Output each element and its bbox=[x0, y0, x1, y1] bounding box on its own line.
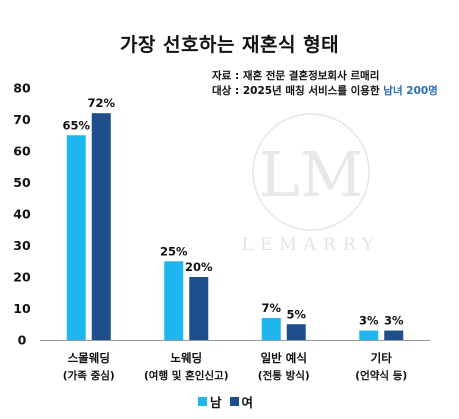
y-axis: 0 10 20 30 40 50 60 70 80 bbox=[13, 81, 31, 348]
bar-female bbox=[91, 113, 111, 340]
target-note-prefix: 대상 : 2025년 매칭 서비스를 이용한 bbox=[212, 85, 384, 97]
data-label: 3% bbox=[384, 314, 404, 328]
bar-male bbox=[261, 317, 281, 340]
x-tick-label: 기타 bbox=[371, 351, 393, 365]
legend-swatch-female bbox=[229, 397, 239, 406]
y-tick-label: 30 bbox=[13, 238, 31, 253]
bar-male bbox=[164, 261, 184, 340]
x-tick-label: 노웨딩 bbox=[170, 351, 202, 365]
watermark: LM LEMARRY bbox=[242, 113, 381, 255]
source-note: 자료 : 재혼 전문 결혼정보회사 르매리 bbox=[212, 70, 380, 82]
x-tick-label: 일반 예식 bbox=[261, 351, 307, 365]
legend-swatch-male bbox=[198, 397, 207, 406]
y-tick-label: 10 bbox=[13, 301, 31, 316]
bar-female bbox=[384, 330, 404, 340]
x-tick-sublabel: (여행 및 혼인신고) bbox=[144, 369, 229, 382]
legend-item-female: 여 bbox=[229, 392, 254, 411]
x-tick-sublabel: (가족 중심) bbox=[63, 369, 115, 382]
bar-male bbox=[359, 330, 379, 340]
bar-female bbox=[189, 277, 209, 340]
data-label: 5% bbox=[286, 307, 306, 321]
target-note-highlight: 남녀 200명 bbox=[383, 85, 438, 97]
chart-title: 가장 선호하는 재혼식 형태 bbox=[119, 34, 340, 56]
legend: 남 여 bbox=[198, 392, 261, 411]
bar-female bbox=[286, 324, 306, 340]
legend-label-female: 여 bbox=[241, 395, 254, 410]
bars: 65% 72% 25% 20% 7% 5% 3% 3% bbox=[62, 96, 404, 340]
x-tick-sublabel: (언약식 등) bbox=[355, 369, 407, 382]
watermark-monogram: LM bbox=[259, 138, 364, 211]
y-tick-label: 0 bbox=[18, 333, 27, 348]
data-label: 72% bbox=[87, 96, 115, 110]
y-tick-label: 50 bbox=[13, 175, 31, 190]
y-tick-label: 70 bbox=[13, 112, 31, 127]
y-tick-label: 40 bbox=[13, 207, 31, 222]
watermark-circle bbox=[252, 113, 370, 231]
legend-item-male: 남 bbox=[198, 392, 222, 411]
data-label: 20% bbox=[185, 260, 213, 274]
y-tick-label: 80 bbox=[13, 81, 31, 96]
y-tick-label: 20 bbox=[13, 270, 31, 285]
x-tick-sublabel: (전통 방식) bbox=[258, 369, 310, 382]
bar-male bbox=[66, 135, 86, 340]
legend-label-male: 남 bbox=[210, 395, 222, 410]
data-label: 65% bbox=[62, 118, 90, 132]
x-axis: 스몰웨딩 (가족 중심) 노웨딩 (여행 및 혼인신고) 일반 예식 (전통 방식) 기타 (… bbox=[40, 340, 430, 382]
data-label: 7% bbox=[261, 301, 281, 315]
data-label: 3% bbox=[359, 314, 379, 328]
y-tick-label: 60 bbox=[13, 144, 31, 159]
data-label: 25% bbox=[160, 244, 188, 258]
watermark-text: LEMARRY bbox=[242, 235, 381, 255]
target-note: 대상 : 2025년 매칭 서비스를 이용한 남녀 200명 bbox=[212, 83, 438, 98]
x-tick-label: 스몰웨딩 bbox=[68, 351, 110, 365]
